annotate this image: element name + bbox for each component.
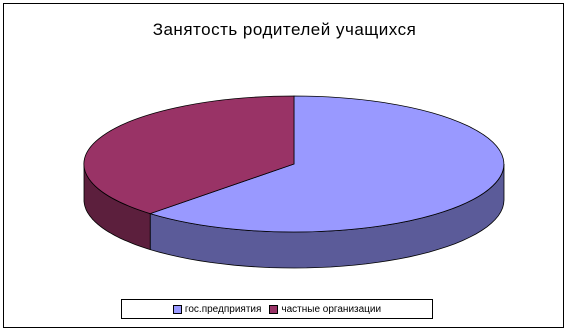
- chart-legend: гос.предприятия частные организации: [121, 299, 433, 319]
- legend-swatch-private-organizations: [269, 305, 278, 314]
- legend-item-private-organizations: частные организации: [269, 304, 381, 315]
- legend-label-private-organizations: частные организации: [281, 304, 381, 315]
- legend-label-state-enterprises: гос.предприятия: [185, 304, 261, 315]
- legend-item-state-enterprises: гос.предприятия: [173, 304, 261, 315]
- legend-swatch-state-enterprises: [173, 305, 182, 314]
